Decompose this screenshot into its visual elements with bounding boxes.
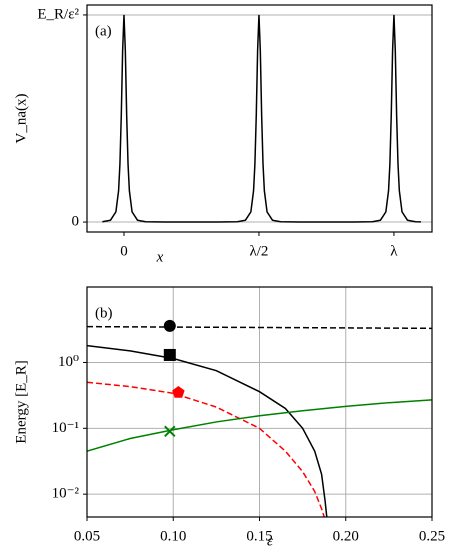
- x-tick-label: λ/2: [249, 243, 268, 259]
- y-axis-label: V_na(x): [13, 94, 29, 144]
- x-tick-label: 0: [120, 243, 128, 259]
- x-tick-label: 0.10: [160, 528, 186, 544]
- line: [87, 381, 325, 517]
- line: [102, 14, 421, 223]
- line: [87, 399, 432, 452]
- x-tick-label: 0.25: [419, 528, 445, 544]
- plot-area: [87, 325, 432, 517]
- y-tick-label: 10⁰: [58, 354, 79, 370]
- x-tick-label: 0.20: [333, 528, 359, 544]
- axes-frame: [86, 286, 433, 518]
- x-tick-label: 0.05: [74, 528, 100, 544]
- line: [87, 325, 432, 330]
- y-tick-label: 0: [72, 213, 80, 229]
- marker: [163, 319, 176, 332]
- x-axis-label: ε: [267, 533, 273, 549]
- marker: [172, 386, 185, 398]
- panel-label: (b): [95, 305, 113, 321]
- line: [87, 344, 328, 517]
- y-tick-label: 10⁻²: [52, 486, 80, 502]
- y-tick-label: 10⁻¹: [52, 420, 79, 436]
- panel-label: (a): [95, 23, 112, 39]
- axes-frame: [86, 4, 433, 233]
- x-axis-label: x: [156, 249, 164, 265]
- plot-area: [102, 14, 421, 223]
- x-tick-label: λ: [390, 243, 398, 259]
- marker: [163, 348, 176, 361]
- y-axis-label: Energy [E_R]: [13, 360, 29, 443]
- x-tick-label: 0.15: [246, 528, 272, 544]
- marker: [164, 425, 176, 438]
- y-tick-label: E_R/ε²: [37, 6, 79, 22]
